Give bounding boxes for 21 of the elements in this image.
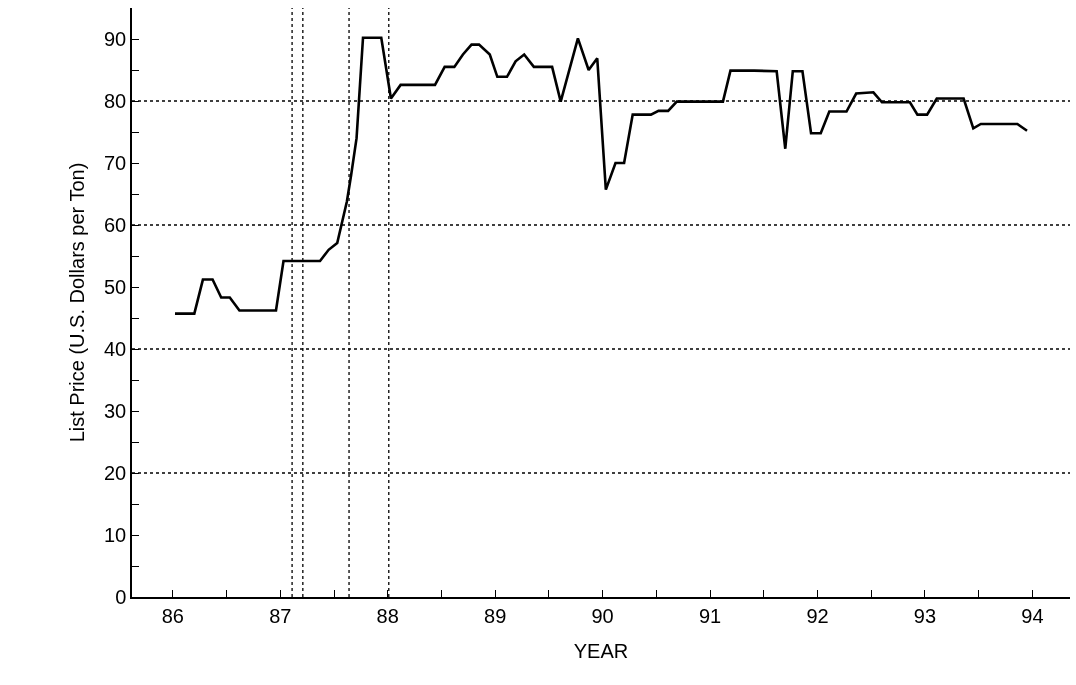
y-axis-title: List Price (U.S. Dollars per Ton) xyxy=(66,162,88,443)
y-tick-label: 40 xyxy=(104,338,127,360)
y-tick-label: 30 xyxy=(104,400,127,422)
y-tick-label: 10 xyxy=(104,524,127,546)
x-tick-label: 93 xyxy=(913,604,937,627)
x-tick-label: 86 xyxy=(161,604,184,627)
y-tick-label: 80 xyxy=(104,90,127,112)
x-axis-title: YEAR xyxy=(573,639,629,662)
y-tick-label: 70 xyxy=(104,152,127,174)
x-tick-label: 92 xyxy=(806,604,829,627)
x-tick-label: 94 xyxy=(1021,604,1044,627)
y-tick-label: 60 xyxy=(104,214,127,236)
y-tick-label: 0 xyxy=(115,586,127,608)
x-tick-label: 91 xyxy=(698,604,722,627)
y-tick-label: 90 xyxy=(104,28,127,50)
x-tick-label: 88 xyxy=(376,604,399,627)
y-tick-label: 50 xyxy=(104,276,127,298)
x-tick-label: 87 xyxy=(269,604,292,627)
y-tick-label: 20 xyxy=(104,462,127,484)
x-tick-label: 90 xyxy=(591,604,614,627)
x-tick-label: 89 xyxy=(484,604,507,627)
